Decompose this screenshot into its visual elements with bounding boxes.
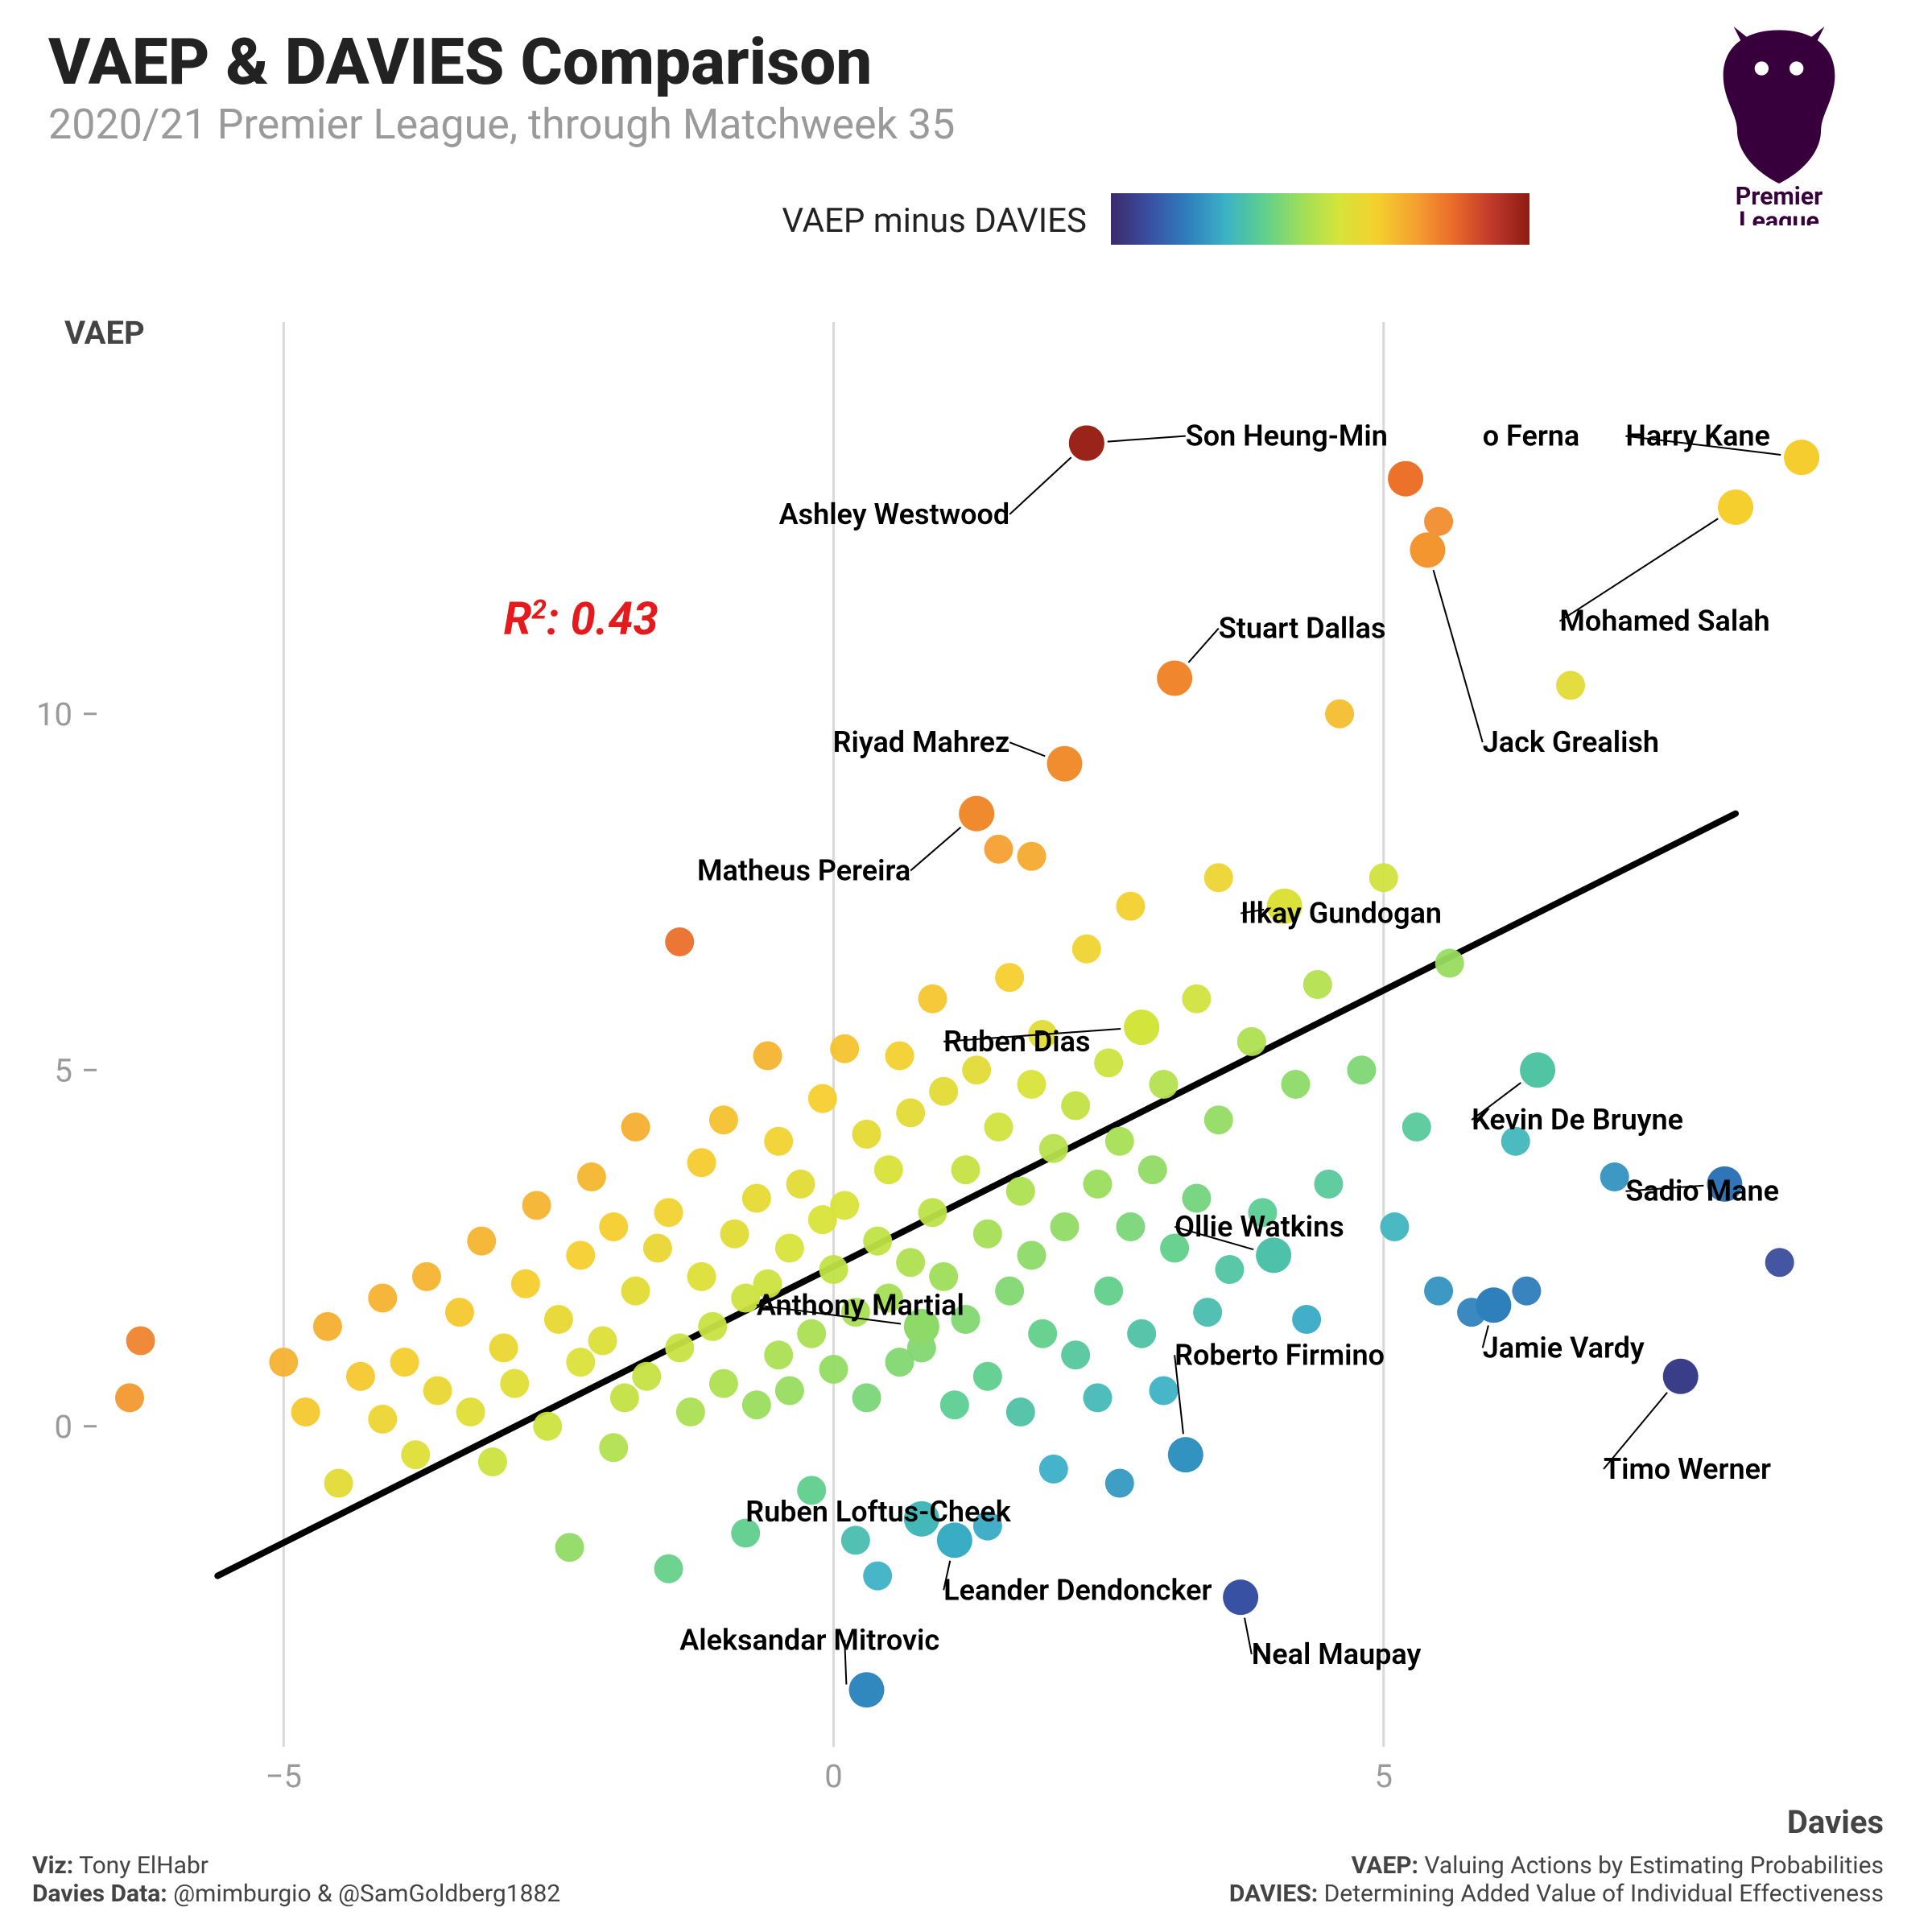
svg-text:Ruben Loftus-Cheek: Ruben Loftus-Cheek <box>745 1495 1012 1529</box>
chart-subtitle: 2020/21 Premier League, through Matchwee… <box>48 100 955 149</box>
svg-text:Sadio Mane: Sadio Mane <box>1625 1174 1779 1208</box>
svg-text:0: 0 <box>55 1408 72 1446</box>
svg-text:−5: −5 <box>266 1757 302 1795</box>
svg-text:Ruben Dias: Ruben Dias <box>943 1025 1090 1059</box>
svg-text:Mohamed Salah: Mohamed Salah <box>1559 605 1769 638</box>
svg-text:o Ferna: o Ferna <box>1483 419 1580 453</box>
svg-text:Stuart Dallas: Stuart Dallas <box>1219 612 1386 646</box>
svg-text:Matheus Pereira: Matheus Pereira <box>697 853 910 887</box>
svg-text:League: League <box>1739 207 1819 225</box>
svg-text:Son Heung-Min: Son Heung-Min <box>1186 419 1388 453</box>
svg-text:Anthony Martial: Anthony Martial <box>757 1288 964 1322</box>
legend-label: VAEP minus DAVIES <box>362 201 1087 241</box>
svg-text:Jamie Vardy: Jamie Vardy <box>1483 1331 1645 1364</box>
svg-text:5: 5 <box>55 1051 72 1089</box>
x-axis-label: Davies <box>1787 1803 1884 1841</box>
legend-colorbar <box>1111 193 1530 245</box>
svg-text:5: 5 <box>1375 1757 1393 1795</box>
chart-title: VAEP & DAVIES Comparison <box>48 24 872 100</box>
svg-text:Harry Kane: Harry Kane <box>1625 419 1770 453</box>
svg-text:Roberto Firmino: Roberto Firmino <box>1174 1338 1385 1372</box>
svg-text:Aleksandar Mitrovic: Aleksandar Mitrovic <box>679 1623 939 1657</box>
svg-text:10: 10 <box>36 696 72 733</box>
scatter-plot: −5050510Son Heung-Mino FernaHarry KaneAs… <box>97 322 1868 1747</box>
credit-block: Viz: Tony ElHabr Davies Data: @mimburgio… <box>32 1852 560 1908</box>
svg-text:Ollie Watkins: Ollie Watkins <box>1174 1210 1344 1244</box>
svg-text:Timo Werner: Timo Werner <box>1604 1452 1771 1486</box>
svg-text:Neal Maupay: Neal Maupay <box>1252 1637 1422 1671</box>
svg-text:Kevin De Bruyne: Kevin De Bruyne <box>1472 1103 1683 1137</box>
svg-text:Riyad Mahrez: Riyad Mahrez <box>833 725 1010 759</box>
glossary-block: VAEP: Valuing Actions by Estimating Prob… <box>1229 1852 1884 1908</box>
svg-text:Jack Grealish: Jack Grealish <box>1483 725 1659 759</box>
svg-text:0: 0 <box>824 1757 842 1795</box>
premier-league-logo: Premier League <box>1690 16 1868 225</box>
svg-text:Ashley Westwood: Ashley Westwood <box>779 497 1010 531</box>
svg-text:Leander Dendoncker: Leander Dendoncker <box>943 1573 1212 1607</box>
svg-text:Ilkay Gundogan: Ilkay Gundogan <box>1241 897 1442 931</box>
